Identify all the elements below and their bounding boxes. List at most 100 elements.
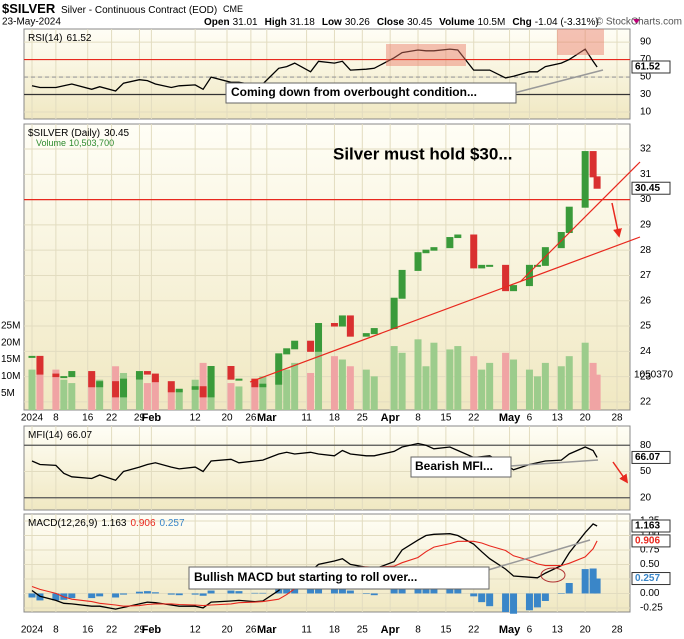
candle (398, 269, 406, 299)
volume-bar (167, 386, 175, 410)
trend-line (519, 161, 641, 283)
candle (175, 388, 183, 393)
candle (259, 383, 267, 388)
volume-bar (446, 349, 454, 410)
x-tick-label: 16 (82, 413, 94, 424)
volume-bar (291, 362, 299, 410)
candle (60, 376, 68, 379)
volume-bar (370, 376, 378, 410)
volume-bar (593, 374, 601, 410)
histogram-bar (589, 568, 597, 594)
candle (454, 234, 462, 239)
x-tick-label: 2024 (21, 625, 44, 636)
y2-tick-label: 10M (1, 371, 20, 382)
candle (167, 381, 175, 393)
x-tick-label: 16 (82, 625, 94, 636)
volume-bar (362, 369, 370, 410)
candle (315, 323, 323, 352)
annotation: Bullish MACD but starting to roll over..… (194, 570, 417, 584)
last-value-label: 30.45 (635, 183, 660, 194)
callout-line (487, 539, 591, 571)
y-tick-label: 31 (640, 169, 652, 180)
candle (251, 378, 259, 388)
y-tick-label: 50 (640, 466, 652, 477)
header-line: $SILVER Silver - Continuous Contract (EO… (2, 1, 243, 16)
legend-value: 0.906 (131, 518, 156, 529)
histogram-bar (28, 593, 36, 598)
legend-value: 10,503,700 (69, 138, 114, 148)
last-value-label: 0.906 (635, 536, 660, 547)
x-tick-label: Apr (381, 412, 401, 424)
histogram-bar (235, 591, 243, 594)
volume-bar (28, 369, 36, 410)
legend-value: 61.52 (66, 33, 91, 44)
histogram-bar (593, 578, 601, 594)
arrow (611, 202, 622, 238)
x-tick-label: 15 (440, 413, 452, 424)
x-tick-label: 6 (527, 625, 533, 636)
y-tick-label: 25 (640, 321, 652, 332)
histogram-bar (541, 593, 549, 601)
candle (143, 371, 151, 375)
volume-bar (470, 356, 478, 410)
last-value-label: 61.52 (635, 62, 660, 73)
candle (470, 234, 478, 269)
annotation: Silver must hold $30... (333, 144, 513, 163)
x-tick-label: 25 (357, 625, 369, 636)
volume-legend: Volume 10,503,700 (36, 138, 114, 148)
histogram-bar (135, 591, 143, 594)
y-tick-label: 80 (640, 440, 652, 451)
volume-bar (227, 383, 235, 410)
x-tick-label: 13 (552, 413, 564, 424)
annotation-box (410, 456, 512, 478)
volume-bar (565, 356, 573, 410)
candle (446, 237, 454, 249)
candle (565, 206, 573, 233)
candle (330, 323, 338, 327)
candle (135, 371, 143, 380)
annotations: Coming down from overbought condition...… (188, 29, 641, 590)
field-value: -1.04 (-3.31%) (535, 17, 599, 28)
x-tick-label: 2024 (21, 413, 44, 424)
x-tick-label: 8 (53, 625, 59, 636)
y-tick-label: 29 (640, 220, 652, 231)
symbol: $SILVER (2, 1, 56, 16)
legend-name: Volume (36, 138, 66, 148)
x-tick-label: 22 (468, 625, 480, 636)
volume-bar (307, 372, 315, 410)
histogram-bar (199, 593, 207, 596)
legend: MACD(12,26,9) 1.163 0.906 0.257 (28, 518, 185, 529)
volume-bar (315, 349, 323, 410)
candle (414, 252, 422, 271)
volume-bar (525, 369, 533, 410)
x-tick-label: 20 (221, 413, 233, 424)
field-label: Chg (512, 17, 531, 28)
x-tick-label: 20 (580, 413, 592, 424)
legend-value: 30.45 (104, 128, 129, 139)
candle (227, 366, 235, 380)
candle (28, 355, 36, 358)
histogram-bar (533, 593, 541, 608)
legend: RSI(14) 61.52 (28, 33, 92, 44)
histogram-bar (510, 593, 518, 614)
volume-bar (151, 376, 159, 410)
histogram-bar (207, 590, 215, 594)
x-tick-label: 28 (611, 413, 623, 424)
histogram-bar (390, 588, 398, 594)
candle (362, 333, 370, 337)
histogram-bar (525, 593, 533, 611)
callout-line (509, 459, 599, 467)
legend-value: 0.257 (160, 518, 185, 529)
field-value: 30.45 (407, 17, 432, 28)
instrument-name: Silver - Continuous Contract (EOD) (61, 5, 217, 16)
x-tick-label: Mar (257, 412, 277, 424)
histogram-bar (88, 593, 96, 599)
candle (307, 340, 315, 352)
y-tick-label: 50 (640, 72, 652, 83)
last-value-box (631, 181, 671, 195)
exchange: CME (223, 4, 243, 14)
histogram-bar (470, 593, 478, 597)
y-tick-label: 0.00 (640, 588, 660, 599)
histogram-bar (68, 593, 76, 599)
